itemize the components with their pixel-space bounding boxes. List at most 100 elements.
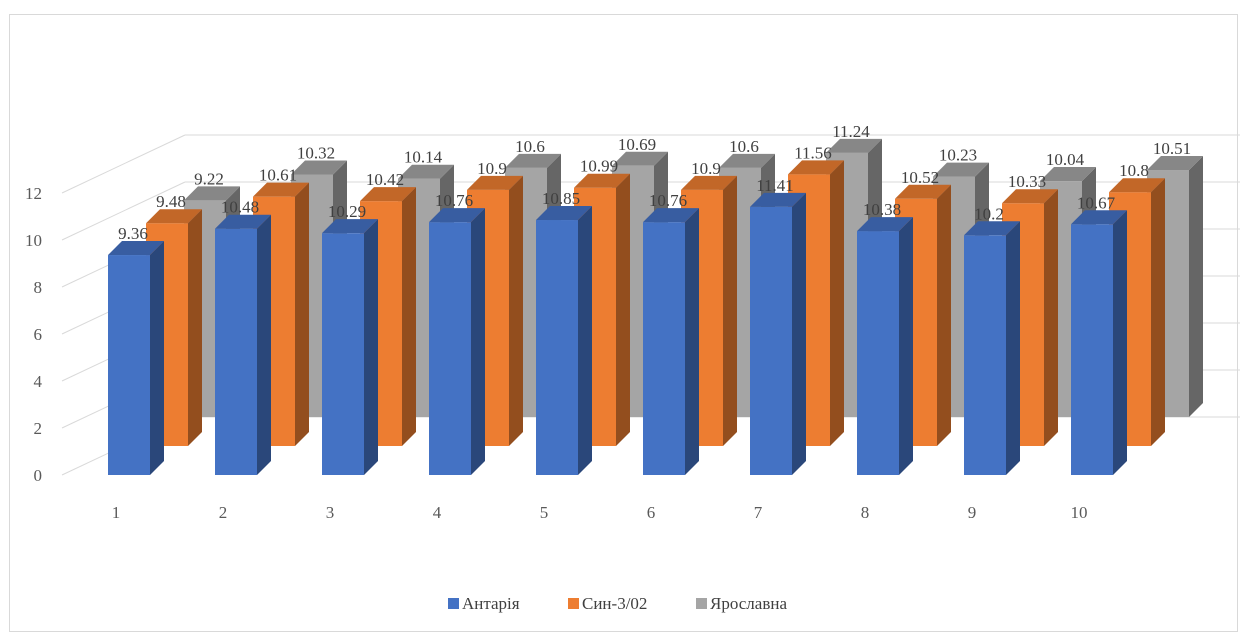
- y-axis-tick-labels: 0 2 4 6 8 10 12: [25, 184, 43, 485]
- bar: [964, 221, 1020, 475]
- data-label: 11.24: [832, 122, 870, 141]
- bar-top-face: [467, 175, 523, 190]
- bar-top-face: [895, 184, 951, 199]
- x-tick-label: 4: [433, 503, 442, 522]
- bar-side-face: [1113, 210, 1127, 475]
- x-tick-label: 5: [540, 503, 549, 522]
- bar-top-face: [643, 208, 699, 223]
- legend-label: Антарія: [462, 594, 520, 613]
- bar-top-face: [429, 208, 485, 223]
- x-tick-label: 10: [1071, 503, 1088, 522]
- bar-side-face: [899, 217, 913, 475]
- bar: [429, 208, 485, 475]
- y-tick-label: 0: [34, 466, 43, 485]
- bar: [1071, 210, 1127, 475]
- data-label: 10.6: [515, 137, 545, 156]
- bar: [215, 214, 271, 475]
- y-tick-label: 4: [34, 372, 43, 391]
- bar-side-face: [364, 219, 378, 475]
- y-tick-label: 10: [25, 231, 42, 250]
- data-label: 11.56: [794, 143, 832, 162]
- bar-top-face: [322, 219, 378, 234]
- bar-side-face: [402, 187, 416, 446]
- data-label: 10.42: [366, 170, 404, 189]
- y-tick-label: 2: [34, 419, 43, 438]
- bar-top-face: [826, 138, 882, 153]
- x-tick-label: 6: [647, 503, 656, 522]
- bar: [750, 192, 806, 476]
- bar-top-face: [536, 206, 592, 221]
- legend: Антарія Син-3/02 Ярославна: [448, 594, 787, 613]
- bar-side-face: [471, 208, 485, 475]
- bar-side-face: [295, 182, 309, 447]
- data-label: 9.36: [118, 224, 148, 243]
- x-tick-label: 3: [326, 503, 335, 522]
- bar-front-face: [536, 220, 578, 475]
- bar-side-face: [578, 206, 592, 475]
- data-label: 10.8: [1119, 161, 1149, 180]
- bar-front-face: [429, 222, 471, 475]
- legend-swatch: [696, 598, 707, 609]
- bar-top-face: [505, 153, 561, 168]
- bar-side-face: [188, 209, 202, 446]
- legend-swatch: [448, 598, 459, 609]
- x-axis-tick-labels: 1 2 3 4 5 6 7 8 9 10: [112, 503, 1088, 522]
- bar-top-face: [788, 160, 844, 175]
- x-tick-label: 7: [754, 503, 763, 522]
- x-tick-label: 9: [968, 503, 977, 522]
- x-tick-label: 8: [861, 503, 870, 522]
- gridline-side: [61, 181, 186, 241]
- bar: [322, 219, 378, 475]
- bar-top-face: [215, 214, 271, 229]
- bar-top-face: [750, 192, 806, 207]
- bar-side-face: [257, 214, 271, 475]
- bar-side-face: [1044, 189, 1058, 446]
- bar: [857, 217, 913, 475]
- bar-top-face: [291, 160, 347, 175]
- bar-top-face: [398, 164, 454, 179]
- bar-side-face: [1006, 221, 1020, 475]
- y-tick-label: 12: [25, 184, 42, 203]
- bar-top-face: [108, 241, 164, 256]
- bar-front-face: [857, 231, 899, 475]
- bar-top-face: [1040, 167, 1096, 182]
- bar-top-face: [964, 221, 1020, 236]
- data-label: 10.67: [1077, 193, 1116, 212]
- bar-top-face: [612, 151, 668, 166]
- bar-side-face: [937, 184, 951, 446]
- y-tick-label: 6: [34, 325, 43, 344]
- bar: [643, 208, 699, 475]
- data-label: 10.23: [939, 146, 977, 165]
- bar-front-face: [643, 222, 685, 475]
- bar-side-face: [1151, 178, 1165, 446]
- bar-top-face: [933, 162, 989, 177]
- data-label: 10.29: [328, 202, 366, 221]
- data-label: 10.9: [477, 159, 507, 178]
- data-label: 10.04: [1046, 150, 1085, 169]
- bar-side-face: [830, 160, 844, 446]
- bar-side-face: [509, 175, 523, 446]
- bar-top-face: [681, 175, 737, 190]
- gridline-side: [61, 134, 186, 194]
- data-label: 10.85: [542, 189, 580, 208]
- legend-label: Ярославна: [710, 594, 787, 613]
- bar-front-face: [108, 255, 150, 475]
- bar-top-face: [253, 182, 309, 197]
- bar-top-face: [1002, 189, 1058, 204]
- bars: [108, 138, 1203, 476]
- bar-top-face: [1147, 156, 1203, 171]
- legend-swatch: [568, 598, 579, 609]
- data-label: 10.51: [1153, 139, 1191, 158]
- bar-side-face: [792, 192, 806, 476]
- x-tick-label: 1: [112, 503, 121, 522]
- bar-top-face: [574, 173, 630, 188]
- bar: [108, 241, 164, 475]
- bar-front-face: [964, 235, 1006, 475]
- bar-side-face: [723, 175, 737, 446]
- data-label: 9.48: [156, 192, 186, 211]
- data-label: 10.6: [729, 137, 759, 156]
- data-label: 10.76: [649, 191, 687, 210]
- data-label: 10.61: [259, 166, 297, 185]
- data-label: 10.76: [435, 191, 473, 210]
